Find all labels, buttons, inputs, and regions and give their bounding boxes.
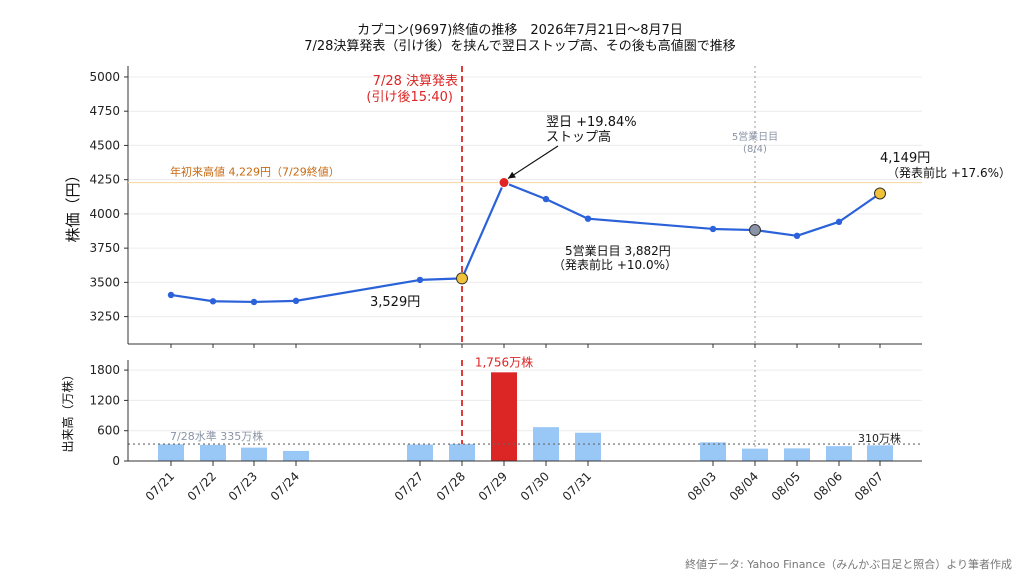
price-tick-label: 4750	[89, 104, 120, 118]
price-point	[584, 215, 592, 222]
volume-tick-label: 1800	[89, 363, 120, 377]
chart-subtitle: 7/28決算発表（引け後）を挟んで翌日ストップ高、その後も高値圏で推移	[304, 38, 736, 54]
source-note: 終値データ: Yahoo Finance（みんかぶ日足と照合）より筆者作成	[685, 557, 1012, 571]
volume-last-label: 310万株	[858, 431, 901, 445]
day5-marker-label: 5営業日目	[732, 130, 778, 143]
volume-tick-label: 0	[112, 454, 120, 468]
day5-marker	[749, 224, 761, 237]
price-y-label: 株価（円）	[64, 167, 82, 242]
price-point	[209, 298, 217, 305]
price-point	[250, 298, 258, 306]
price-point	[416, 276, 424, 284]
x-tick-label: 08/07	[852, 469, 886, 503]
stop-high-arrowhead	[508, 171, 516, 179]
pre-earnings-marker	[456, 272, 468, 285]
volume-bar	[283, 450, 309, 461]
x-tick-label: 07/31	[560, 469, 594, 503]
earnings-label: 7/28 決算発表	[373, 74, 458, 89]
last-change-label: （発表前比 +17.6%）	[887, 165, 1011, 180]
volume-bar	[491, 372, 517, 461]
price-point	[542, 195, 550, 203]
last-price-label: 4,149円	[880, 151, 930, 166]
volume-bar	[784, 448, 810, 461]
price-tick-label: 4500	[89, 138, 120, 152]
last-marker	[874, 187, 886, 200]
x-tick-label: 08/05	[769, 469, 803, 503]
x-tick-label: 07/21	[143, 469, 177, 503]
stop-high-arrow	[507, 145, 559, 180]
x-tick-label: 07/24	[268, 469, 302, 503]
volume-bar	[449, 444, 475, 461]
price-tick-label: 3500	[89, 275, 120, 289]
pre-earnings-label: 3,529円	[370, 295, 420, 310]
volume-panel: 0 600 1200 1800 出来高（万株） 7/28水準 335万株 1,756万株 31…	[60, 354, 922, 468]
volume-bar	[742, 448, 768, 461]
volume-bar	[826, 446, 852, 461]
volume-bar	[700, 442, 726, 461]
x-tick-label: 07/29	[476, 469, 510, 503]
price-point	[793, 232, 801, 240]
volume-peak-label: 1,756万株	[475, 354, 533, 369]
price-point	[709, 225, 717, 233]
volume-bar	[867, 445, 893, 461]
x-tick-label: 07/22	[185, 469, 219, 503]
stop-high-sublabel: ストップ高	[546, 129, 611, 145]
x-tick-label: 07/30	[518, 469, 552, 503]
day5-sublabel: （発表前比 +10.0%）	[553, 257, 677, 272]
price-panel: 3250 3500 3750 4000 4250 4500 4750 5000 株価（円） 年初来…	[64, 66, 1011, 345]
price-point	[167, 291, 175, 299]
price-series-line	[170, 181, 881, 304]
x-tick-label: 07/27	[392, 469, 426, 503]
ytd-high-label: 年初来高値 4,229円（7/29終値）	[170, 165, 340, 179]
price-point	[292, 297, 300, 305]
price-tick-label: 4000	[89, 207, 120, 221]
day5-marker-date: (8/4)	[743, 144, 767, 155]
volume-tick-label: 1200	[89, 393, 120, 407]
volume-bar	[241, 447, 267, 461]
volume-bar	[575, 432, 601, 461]
x-tick-label: 07/28	[434, 469, 468, 503]
price-tick-label: 3250	[89, 310, 120, 324]
stop-high-marker	[498, 177, 510, 189]
volume-bar	[158, 444, 184, 461]
price-tick-label: 4250	[89, 173, 120, 187]
x-tick-label: 08/04	[727, 469, 761, 503]
x-tick-label: 07/23	[226, 469, 260, 503]
price-tick-label: 5000	[89, 70, 120, 84]
volume-bar	[407, 444, 433, 461]
volume-bar	[533, 427, 559, 461]
price-point	[835, 218, 843, 226]
earnings-time-label: (引け後15:40)	[366, 90, 453, 105]
volume-y-label: 出来高（万株）	[60, 368, 75, 452]
volume-bar	[200, 444, 226, 461]
volume-ref-label: 7/28水準 335万株	[170, 429, 263, 443]
x-tick-label: 08/03	[685, 469, 719, 503]
price-tick-label: 3750	[89, 241, 120, 255]
volume-tick-label: 600	[97, 424, 120, 438]
x-tick-label: 08/06	[811, 469, 845, 503]
day5-label: 5営業日目 3,882円	[565, 244, 671, 258]
chart-title: カプコン(9697)終値の推移 2026年7月21日〜8月7日	[357, 22, 683, 38]
stop-high-label: 翌日 +19.84%	[546, 115, 637, 130]
